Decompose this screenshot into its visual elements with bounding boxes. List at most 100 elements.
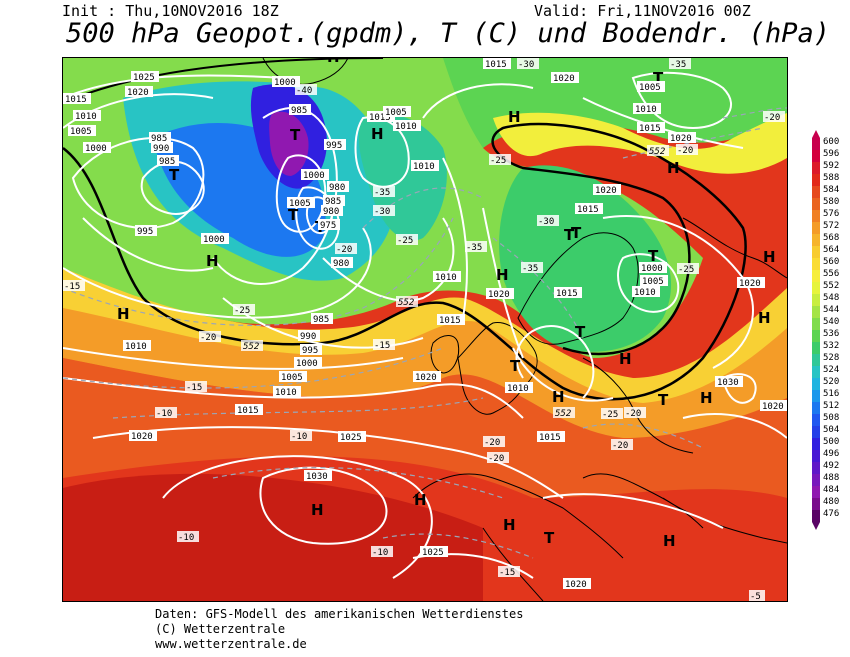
legend-swatch (812, 366, 820, 378)
footer-source: Daten: GFS-Modell des amerikanischen Wet… (155, 607, 524, 621)
legend-label: 532 (823, 341, 839, 351)
isobar-label: 995 (137, 227, 153, 237)
isobar-label: 1015 (485, 60, 507, 70)
legend-label: 492 (823, 461, 839, 471)
pressure-centers: T T T T T T T T T T T T H H H H H H H H … (117, 58, 776, 550)
isobar-label: 1015 (577, 205, 599, 215)
legend-swatch (812, 402, 820, 414)
legend-swatch (812, 222, 820, 234)
isobar-label: 1030 (306, 472, 328, 482)
color-field-dark-red (63, 473, 483, 601)
legend-label: 588 (823, 173, 839, 183)
legend-swatch (812, 270, 820, 282)
isotherm-label: -40 (296, 86, 312, 96)
high-center: H (552, 388, 565, 406)
footer: Daten: GFS-Modell des amerikanischen Wet… (155, 607, 523, 652)
isobar-label: 1010 (125, 342, 147, 352)
legend-swatch (812, 186, 820, 198)
isotherm-label: -30 (374, 207, 390, 217)
isobar-label: 1025 (340, 433, 362, 443)
high-center: H (414, 491, 427, 509)
isobar-label: 1000 (296, 359, 318, 369)
legend-label: 572 (823, 221, 839, 231)
isobar-label: 1020 (595, 186, 617, 196)
geopotential-label: 552 (649, 147, 665, 157)
legend-label: 596 (823, 149, 839, 159)
legend-swatch (812, 246, 820, 258)
legend-label: 576 (823, 209, 839, 219)
legend-swatch (812, 174, 820, 186)
legend-swatch (812, 234, 820, 246)
legend-swatch (812, 354, 820, 366)
footer-copyright: (C) Wetterzentrale (155, 622, 286, 636)
isobar-label: 1020 (127, 88, 149, 98)
legend-swatch (812, 510, 820, 522)
legend-swatch (812, 258, 820, 270)
isobar-label: 1010 (395, 122, 417, 132)
isobar-label: 1020 (762, 402, 784, 412)
high-center: H (206, 252, 219, 270)
legend-label: 476 (823, 509, 839, 519)
legend-label: 480 (823, 497, 839, 507)
isobar-label: 1020 (739, 279, 761, 289)
isotherm-label: -5 (750, 592, 761, 601)
isobar-label: 985 (151, 134, 167, 144)
legend-label: 564 (823, 245, 839, 255)
isobar-label: 1025 (133, 73, 155, 83)
low-center: T (510, 357, 521, 375)
legend-label: 488 (823, 473, 839, 483)
high-center: H (371, 125, 384, 143)
isobar-label: 1020 (415, 373, 437, 383)
legend-swatch (812, 426, 820, 438)
isobar-label: 1000 (203, 235, 225, 245)
isotherm-label: -15 (374, 341, 390, 351)
isobar-label: 1030 (717, 378, 739, 388)
legend-label: 548 (823, 293, 839, 303)
isotherm-label: -25 (234, 306, 250, 316)
legend-label: 568 (823, 233, 839, 243)
isotherm-label: -20 (484, 438, 500, 448)
isobar-label: 1020 (670, 134, 692, 144)
isotherm-label: -35 (466, 243, 482, 253)
isobar-label: 1010 (75, 112, 97, 122)
legend-label: 592 (823, 161, 839, 171)
high-center: H (327, 58, 340, 66)
isobar-label: 1015 (556, 289, 578, 299)
isobar-label: 1005 (70, 127, 92, 137)
high-center: H (663, 532, 676, 550)
legend-label: 528 (823, 353, 839, 363)
legend-label: 560 (823, 257, 839, 267)
color-field-light-orange (63, 298, 787, 438)
low-center: T (290, 126, 301, 144)
low-center: T (653, 69, 664, 87)
legend-label: 500 (823, 437, 839, 447)
legend-label: 536 (823, 329, 839, 339)
legend-swatch (812, 414, 820, 426)
isobar-label: 1020 (565, 580, 587, 590)
geopotential-552-line (63, 122, 747, 401)
legend-swatch (812, 378, 820, 390)
legend-label: 496 (823, 449, 839, 459)
isobar-label: 1025 (422, 548, 444, 558)
isobar-label: 1010 (275, 388, 297, 398)
legend-arrow-bottom (812, 522, 820, 530)
low-center: T (571, 224, 582, 242)
legend-swatch (812, 150, 820, 162)
legend-label: 484 (823, 485, 839, 495)
isobar-label: 1020 (131, 432, 153, 442)
isobar-label: 985 (291, 106, 307, 116)
isotherm-label: -10 (156, 409, 172, 419)
isobar-label: 1000 (274, 78, 296, 88)
isotherm-labels: -40 -35 -30 -25 -20 -25 -20 -15 -15 -15 … (63, 58, 785, 601)
low-center: T (658, 391, 669, 409)
high-center: H (117, 305, 130, 323)
weather-map[interactable]: T T T T T T T T T T T T H H H H H H H H … (62, 57, 788, 602)
legend-swatch (812, 462, 820, 474)
footer-url[interactable]: www.wetterzentrale.de (155, 637, 307, 651)
high-center: H (667, 159, 680, 177)
legend-label: 504 (823, 425, 839, 435)
low-center: T (575, 323, 586, 341)
legend-swatch (812, 498, 820, 510)
init-time: Init : Thu,10NOV2016 18Z (62, 2, 279, 20)
legend-label: 552 (823, 281, 839, 291)
